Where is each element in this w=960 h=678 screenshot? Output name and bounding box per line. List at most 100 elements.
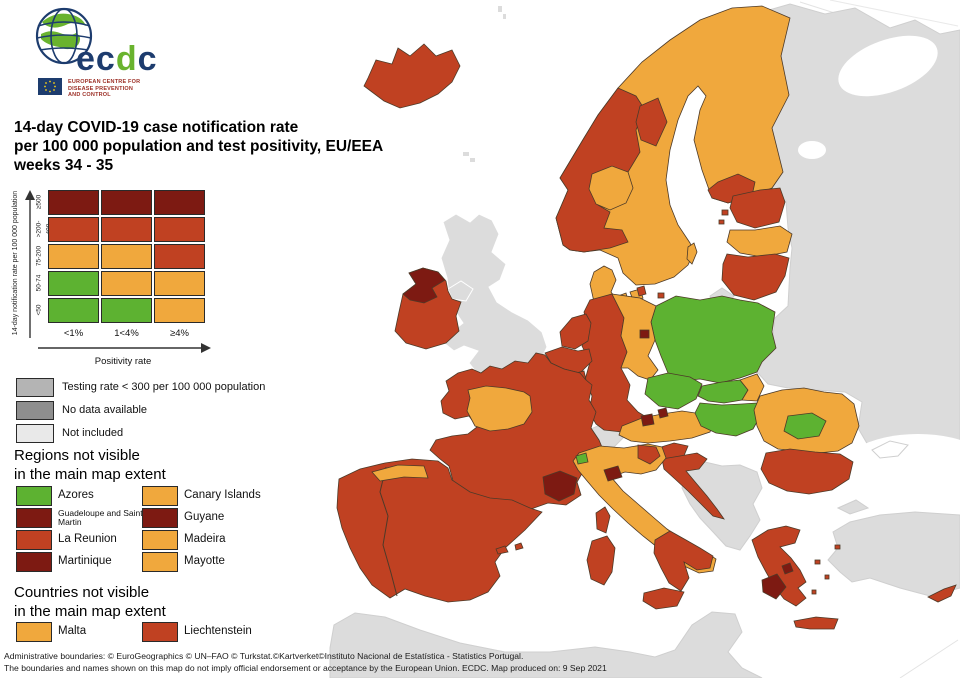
portugal-spain-border: [379, 466, 398, 597]
country-swatch: [16, 622, 52, 642]
map-region-western-balkans: [681, 461, 763, 551]
map-attribution: Administrative boundaries: © EuroGeograp…: [4, 651, 607, 674]
map-region-menorca: [514, 542, 524, 551]
region-label: La Reunion: [58, 533, 117, 545]
map-region-cyprus: [927, 584, 957, 603]
map-region-czechia: [644, 372, 703, 410]
ecdc-wordmark: ecdc: [76, 40, 158, 78]
map-region-norway-west: [555, 87, 646, 253]
matrix-cell: [101, 244, 152, 269]
region-swatch: [142, 552, 178, 572]
globe-icon: [35, 7, 93, 65]
map-region-hiiumaa: [718, 219, 725, 225]
region-swatch: [16, 530, 52, 550]
map-region-bulgaria: [760, 448, 854, 495]
map-region-liguria: [603, 465, 623, 482]
region-swatch: [142, 530, 178, 550]
col-label-0: <1%: [63, 328, 84, 339]
map-region-romania-center: [783, 412, 827, 440]
ecdc-logo: ecdc EUROPEAN CENTRE FOR DISEASE PREVENT…: [28, 6, 288, 106]
matrix-cell: [101, 298, 152, 323]
row-label-2: 75-200: [35, 245, 43, 267]
row-label-4: <50: [35, 304, 43, 316]
region-swatch: [142, 486, 178, 506]
map-region-slovakia-east: [739, 373, 765, 402]
region-label: Canary Islands: [184, 489, 261, 501]
map-region-greek-island: [811, 589, 817, 595]
row-label-1: >200-499: [35, 220, 53, 238]
map-region-latvia: [726, 225, 793, 258]
region-label: Azores: [58, 489, 94, 501]
graticule-line: [899, 639, 959, 678]
lake-ladoga: [798, 141, 826, 159]
country-label: Malta: [58, 625, 87, 637]
matrix-cell: [101, 271, 152, 296]
x-axis-label: Positivity rate: [94, 356, 152, 367]
map-region-provence: [542, 470, 578, 502]
map-region-attica: [781, 562, 794, 575]
row-label-0: ≥500: [35, 194, 43, 210]
map-region-turkey: [827, 511, 960, 597]
legend-label-testing-rate: Testing rate < 300 per 100 000 populatio…: [62, 381, 266, 393]
countries-heading: Countries not visible in the main map ex…: [14, 584, 166, 620]
map-region-berlin: [639, 329, 650, 339]
countries-list: Malta Liechtenstein: [16, 622, 316, 644]
map-region-greek-island: [824, 574, 830, 580]
region-label: Martinique: [58, 555, 112, 567]
matrix-cell: [48, 190, 99, 215]
map-region-netherlands: [559, 313, 592, 350]
region-swatch: [16, 486, 52, 506]
map-region-greek-island: [834, 544, 841, 550]
matrix-cell: [48, 217, 99, 242]
white-sea: [838, 35, 938, 97]
region-swatch: [16, 552, 52, 572]
map-region-united-kingdom: [440, 213, 548, 378]
map-region-shetland: [503, 14, 506, 19]
attribution-line-1: Administrative boundaries: © EuroGeograp…: [4, 651, 524, 661]
matrix-cell: [154, 271, 205, 296]
map-region-germany-east: [611, 293, 659, 381]
map-region-crete: [793, 616, 839, 630]
map-region-faroe: [470, 158, 475, 162]
map-region-greek-island: [814, 559, 821, 565]
map-region-bornholm: [657, 292, 665, 299]
map-region-sweden-central: [635, 97, 668, 147]
page-title: 14-day COVID-19 case notification rate p…: [14, 119, 384, 174]
map-region-nordics: [555, 5, 791, 286]
legend-swatch-not-included: [16, 424, 54, 443]
map-region-copenhagen: [636, 285, 647, 297]
map-region-aosta: [575, 452, 589, 465]
regions-heading: Regions not visible in the main map exte…: [14, 447, 166, 483]
matrix-cell: [154, 298, 205, 323]
matrix-cell: [101, 190, 152, 215]
col-label-1: 1<4%: [114, 328, 139, 339]
crimea: [871, 440, 909, 459]
map-region-friuli: [637, 444, 661, 465]
map-region-poland: [650, 295, 777, 384]
matrix-cell: [154, 190, 205, 215]
eu-flag-icon: [38, 78, 62, 95]
map-region-north-africa: [329, 611, 763, 678]
map-region-hungary: [694, 402, 763, 437]
col-label-2: ≥4%: [170, 328, 189, 339]
attribution-line-2: The boundaries and names shown on this m…: [4, 662, 607, 673]
regions-list: Azores Canary Islands Guadeloupe and Sai…: [16, 486, 316, 576]
matrix-cell: [48, 298, 99, 323]
region-label: Madeira: [184, 533, 226, 545]
region-swatch: [142, 508, 178, 528]
graticule-line: [829, 0, 959, 27]
map-region-peloponnese: [761, 573, 787, 600]
map-region-faroe: [463, 152, 469, 156]
region-label: Mayotte: [184, 555, 225, 567]
map-region-mallorca: [495, 545, 509, 555]
map-region-spain-north: [371, 464, 429, 482]
map-region-sardinia: [586, 535, 616, 586]
map-region-estonia: [729, 187, 786, 229]
map-region-sicily: [642, 587, 685, 610]
matrix-cell: [48, 244, 99, 269]
map-region-france-northwest: [466, 385, 533, 432]
map-region-norway-oslo: [588, 165, 634, 211]
legend-swatch-no-data: [16, 401, 54, 420]
